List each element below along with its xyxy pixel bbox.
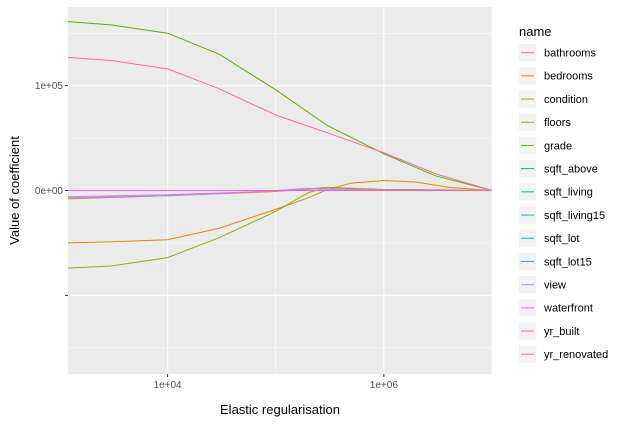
legend-label: sqft_lot15 bbox=[544, 256, 592, 268]
series-line-yr-renovated bbox=[67, 56, 493, 191]
legend-label: condition bbox=[544, 94, 588, 106]
legend-label: sqft_living15 bbox=[544, 210, 605, 222]
y-tick-label: 1e+05 bbox=[35, 81, 64, 92]
legend-label: view bbox=[544, 280, 566, 292]
x-axis: 1e+04 1e+06 bbox=[154, 374, 399, 391]
series-lines bbox=[67, 21, 493, 269]
y-tick-label: 0e+00 bbox=[35, 186, 64, 197]
legend-label: sqft_above bbox=[544, 164, 598, 176]
series-line-grade bbox=[67, 21, 493, 191]
series-line-bedrooms bbox=[67, 180, 493, 244]
legend-label: bathrooms bbox=[544, 48, 596, 60]
x-tick-label: 1e+06 bbox=[370, 380, 399, 391]
legend-label: bedrooms bbox=[544, 71, 593, 83]
series-line-view bbox=[67, 187, 493, 199]
legend-label: grade bbox=[544, 140, 572, 152]
x-tick-label: 1e+04 bbox=[154, 380, 183, 391]
legend-label: waterfront bbox=[543, 303, 593, 315]
y-axis-title: Value of coefficient bbox=[7, 136, 22, 245]
legend-title: name bbox=[519, 24, 552, 39]
x-axis-title: Elastic regularisation bbox=[220, 402, 340, 417]
legend: name bathrooms bedrooms condition floors gra… bbox=[519, 24, 608, 363]
legend-label: sqft_lot bbox=[544, 233, 579, 245]
legend-items: bathrooms bedrooms condition floors grade sqf… bbox=[519, 44, 608, 363]
legend-label: floors bbox=[544, 117, 571, 129]
legend-label: sqft_living bbox=[544, 187, 593, 199]
legend-label: yr_renovated bbox=[544, 349, 608, 361]
legend-label: yr_built bbox=[544, 326, 579, 338]
y-axis: 0e+00 1e+05 bbox=[35, 81, 68, 296]
